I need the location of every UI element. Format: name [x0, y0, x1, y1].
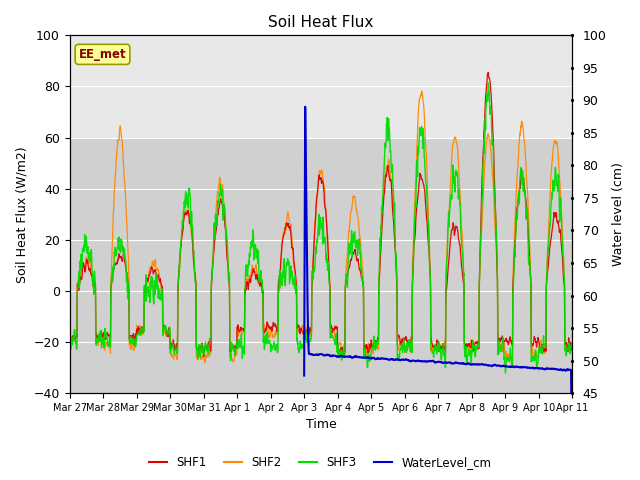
Legend: SHF1, SHF2, SHF3, WaterLevel_cm: SHF1, SHF2, SHF3, WaterLevel_cm: [144, 452, 496, 474]
Title: Soil Heat Flux: Soil Heat Flux: [268, 15, 374, 30]
X-axis label: Time: Time: [305, 419, 336, 432]
Bar: [70, 36, 572, 138]
Y-axis label: Soil Heat Flux (W/m2): Soil Heat Flux (W/m2): [15, 146, 28, 283]
Text: EE_met: EE_met: [79, 48, 126, 61]
Y-axis label: Water level (cm): Water level (cm): [612, 162, 625, 266]
